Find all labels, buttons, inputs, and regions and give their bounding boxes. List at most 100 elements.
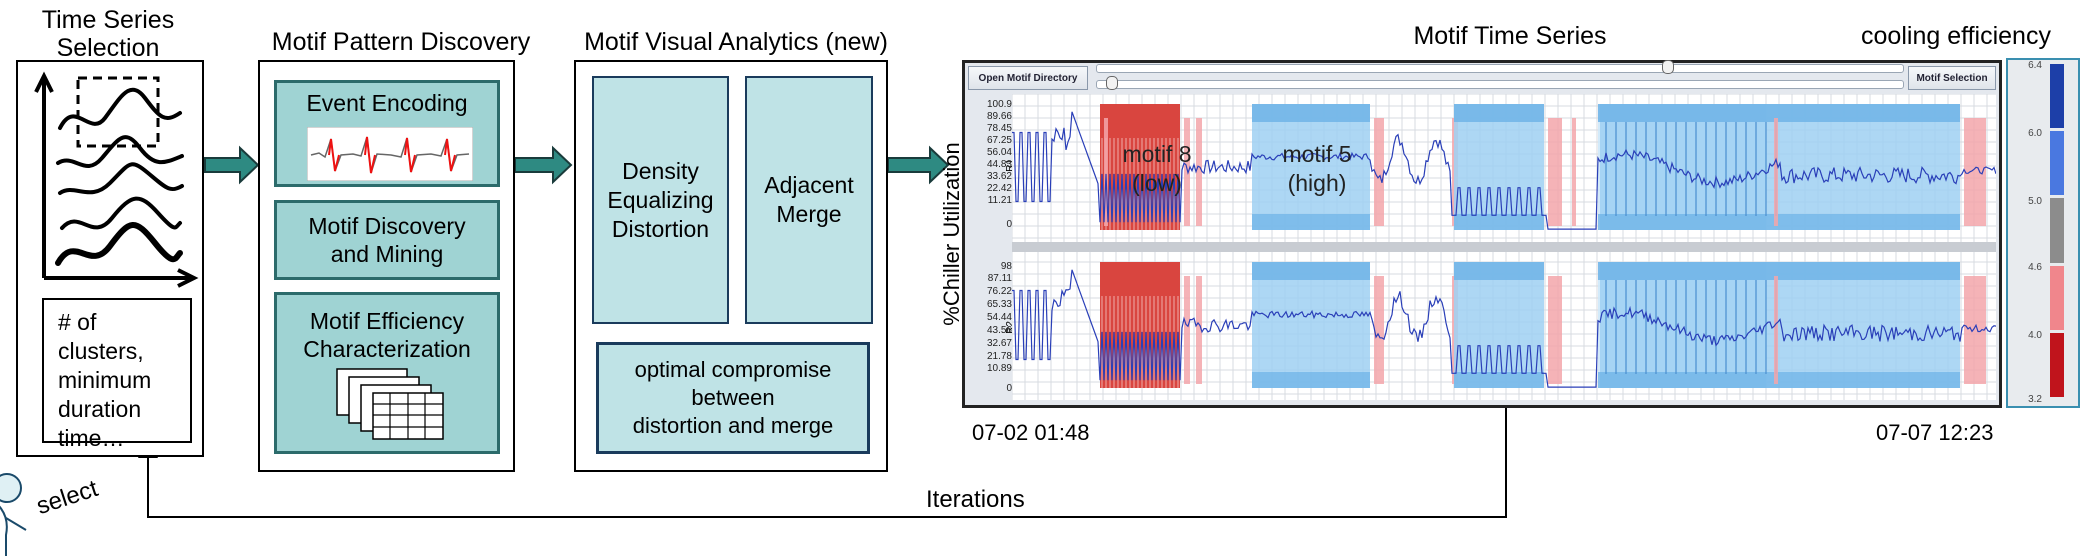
parameter-box[interactable]: # of clusters, minimum duration time…	[42, 298, 192, 451]
motif-8-label: motif 8 (low)	[1122, 141, 1192, 196]
utilization-trace	[1012, 111, 1996, 230]
discovery-title: Motif Pattern Discovery	[271, 28, 531, 56]
flow-arrow-1	[204, 145, 260, 185]
motif-time-series-plot[interactable]	[1012, 94, 1996, 400]
motif-block	[1196, 118, 1202, 226]
row1-tick: 100.9	[986, 99, 1012, 110]
motif-selection-button[interactable]: Motif Selection	[1908, 66, 1996, 90]
bottom-slider-track[interactable]	[1096, 80, 1904, 89]
colorbar-tick: 4.0	[2028, 330, 2042, 341]
motif-block	[1964, 118, 1986, 226]
bottom-slider-thumb[interactable]	[1106, 76, 1118, 90]
motif-block	[1600, 262, 1780, 388]
selection-title: Time Series Selection	[41, 6, 175, 62]
top-slider-thumb[interactable]	[1662, 60, 1674, 74]
motif-block-footer	[1454, 214, 1544, 230]
row1-tick: 67.25	[986, 135, 1012, 146]
colorbar-tick: 4.6	[2028, 262, 2042, 273]
motif-block	[1774, 118, 1778, 226]
motif-block	[1454, 104, 1544, 230]
colorbar-swatch	[2050, 332, 2064, 397]
colorbar-swatches	[2050, 64, 2064, 400]
motif-5-label: motif 5 (high)	[1282, 141, 1352, 196]
analytics-title: Motif Visual Analytics (new)	[584, 28, 888, 56]
top-slider-track[interactable]	[1096, 64, 1904, 73]
colorbar-swatch	[2050, 64, 2064, 129]
event-encoding-box[interactable]: Event Encoding	[274, 80, 500, 187]
motif-block	[1196, 276, 1202, 384]
motif-block	[1104, 118, 1108, 226]
utilization-series	[1012, 111, 1996, 388]
motif-block	[1572, 118, 1576, 226]
efficiency-label: Motif Efficiency Characterization	[303, 308, 471, 362]
distortion-box[interactable]: Density Equalizing Distortion	[592, 76, 729, 324]
colorbar-tick: 5.0	[2028, 196, 2042, 207]
motif-block-header	[1454, 104, 1544, 122]
adjacent-merge-label: Adjacent Merge	[764, 172, 854, 227]
iterations-label: Iterations	[926, 486, 1025, 513]
motif-block	[1454, 262, 1544, 388]
motif-block	[1252, 104, 1370, 230]
distortion-label: Density Equalizing Distortion	[607, 157, 714, 242]
motif-block-footer	[1252, 372, 1370, 388]
row1-tick: 11.21	[987, 195, 1012, 206]
motif-block	[1600, 104, 1780, 230]
event-encoding-thumbnail	[307, 127, 473, 181]
colorbar-title: cooling efficiency	[1861, 22, 2051, 50]
row2-tick: 65.33	[986, 299, 1012, 310]
motif-block	[1780, 262, 1960, 388]
motif-blocks[interactable]	[1100, 104, 1986, 388]
row1-tick: 44.83	[986, 159, 1012, 170]
row1-tick: 56.04	[986, 147, 1012, 158]
motif-block	[1774, 276, 1778, 384]
chart-ylabel: %Chiller Utilization	[939, 142, 964, 326]
motif-mining-box[interactable]: Motif Discovery and Mining	[274, 200, 500, 280]
motif-block	[1252, 262, 1370, 388]
colorbar-swatch	[2050, 265, 2064, 330]
flow-arrow-3	[887, 145, 950, 185]
motif-mining-label: Motif Discovery and Mining	[308, 213, 466, 267]
motif-block-header	[1252, 104, 1370, 122]
open-motif-directory-button[interactable]: Open Motif Directory	[968, 66, 1088, 90]
selection-brush[interactable]	[76, 76, 160, 148]
motif-block-header	[1780, 262, 1960, 280]
parameter-text: # of clusters, minimum duration time…	[58, 309, 152, 451]
motif-block-header	[1252, 262, 1370, 280]
motif-block	[1184, 276, 1190, 384]
motif-block	[1964, 276, 1986, 384]
utilization-trace	[1012, 269, 1996, 388]
motif-block-footer	[1252, 214, 1370, 230]
motif-block-footer	[1780, 372, 1960, 388]
row1-tick: 0	[1006, 219, 1012, 230]
motif-block-header	[1600, 104, 1780, 122]
iteration-loop-line	[138, 408, 1507, 518]
motif-view-title: Motif Time Series	[1413, 22, 1607, 50]
motif-block-header	[1600, 262, 1780, 280]
colorbar-swatch	[2050, 198, 2064, 263]
motif-block-footer	[1600, 372, 1780, 388]
row2-tick: 0	[1006, 383, 1012, 394]
motif-block-footer	[1780, 214, 1960, 230]
row2-tick: 87.11	[987, 273, 1012, 284]
compromise-label: optimal compromise between distortion an…	[632, 357, 834, 438]
row2-tick: 54.44	[986, 312, 1012, 323]
adjacent-merge-box[interactable]: Adjacent Merge	[745, 76, 873, 324]
compromise-box[interactable]: optimal compromise between distortion an…	[596, 342, 870, 454]
motif-block-footer	[1454, 372, 1544, 388]
colorbar-swatch	[2050, 131, 2064, 196]
row2-tick: 76.22	[986, 286, 1012, 297]
time-end-label: 07-07 12:23	[1876, 420, 1994, 445]
motif-block	[1374, 276, 1384, 384]
row2-tick: 10.89	[986, 363, 1012, 374]
efficiency-box[interactable]: Motif Efficiency Characterization	[274, 292, 500, 454]
time-series-sketch[interactable]	[30, 68, 200, 288]
row2-tick: 98	[1000, 261, 1012, 272]
sketch-axes	[34, 71, 199, 288]
table-stack-icon	[336, 368, 444, 440]
motif-block-footer	[1600, 214, 1780, 230]
user-icon	[0, 473, 27, 556]
row1-tick: 33.62	[986, 171, 1012, 182]
sketch-series	[55, 87, 184, 266]
row1-tick: 78.45	[986, 123, 1012, 134]
